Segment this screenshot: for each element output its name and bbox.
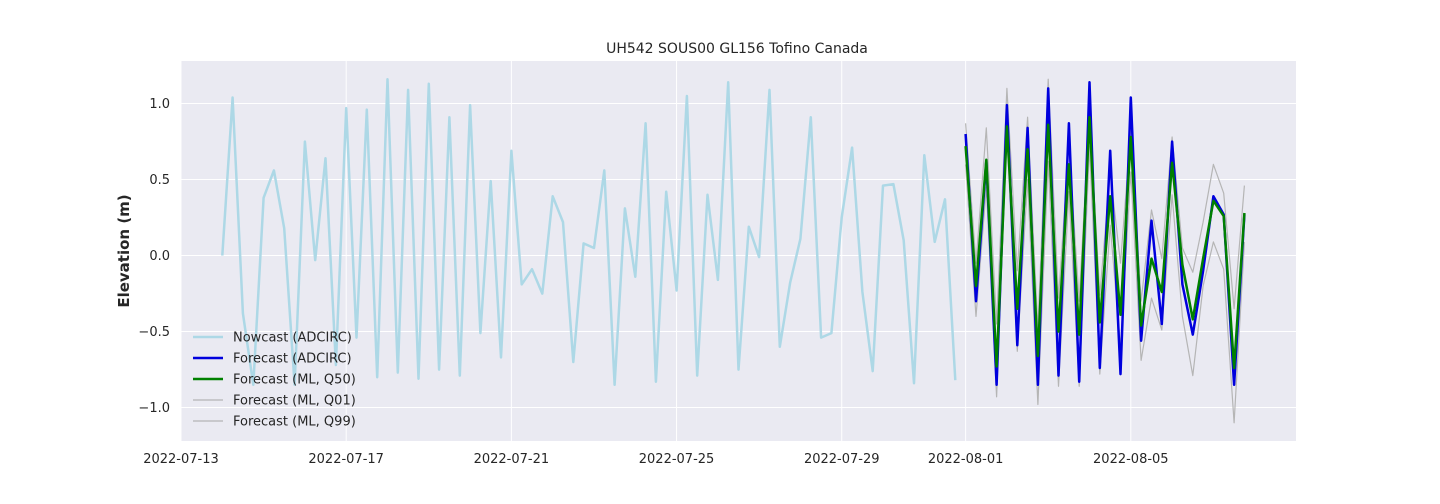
legend-label: Forecast (ML, Q99) — [233, 415, 356, 430]
legend: Nowcast (ADCIRC) Forecast (ADCIRC) Forecas… — [193, 331, 356, 430]
series-layer — [221, 77, 1246, 424]
x-tick-label: 2022-07-21 — [474, 452, 550, 467]
x-tick-label: 2022-08-05 — [1093, 452, 1169, 467]
y-tick-label: 0.0 — [149, 249, 170, 264]
grid-lines — [180, 61, 1296, 441]
series-line-nowcast-adcirc — [221, 77, 957, 387]
legend-label: Forecast (ML, Q50) — [233, 373, 356, 388]
legend-label: Forecast (ADCIRC) — [233, 352, 352, 367]
x-tick-label: 2022-07-25 — [639, 452, 715, 467]
y-axis-label: Elevation (m) — [115, 194, 133, 307]
x-tick-label: 2022-07-29 — [804, 452, 880, 467]
y-tick-labels: 1.0 0.5 0.0 −0.5 −1.0 — [138, 97, 170, 416]
y-tick-label: −0.5 — [138, 325, 170, 340]
x-tick-labels: 2022-07-13 2022-07-17 2022-07-21 2022-07-25… — [143, 452, 1168, 467]
legend-label: Nowcast (ADCIRC) — [233, 331, 352, 346]
y-tick-label: 1.0 — [149, 97, 170, 112]
y-tick-label: −1.0 — [138, 401, 170, 416]
x-tick-label: 2022-07-13 — [143, 452, 219, 467]
legend-label: Forecast (ML, Q01) — [233, 394, 356, 409]
x-tick-label: 2022-07-17 — [308, 452, 384, 467]
x-tick-label: 2022-08-01 — [928, 452, 1004, 467]
series-line-forecast-ml-q50 — [964, 115, 1246, 370]
y-tick-label: 0.5 — [149, 173, 170, 188]
chart-title: UH542 SOUS00 GL156 Tofino Canada — [606, 41, 868, 57]
